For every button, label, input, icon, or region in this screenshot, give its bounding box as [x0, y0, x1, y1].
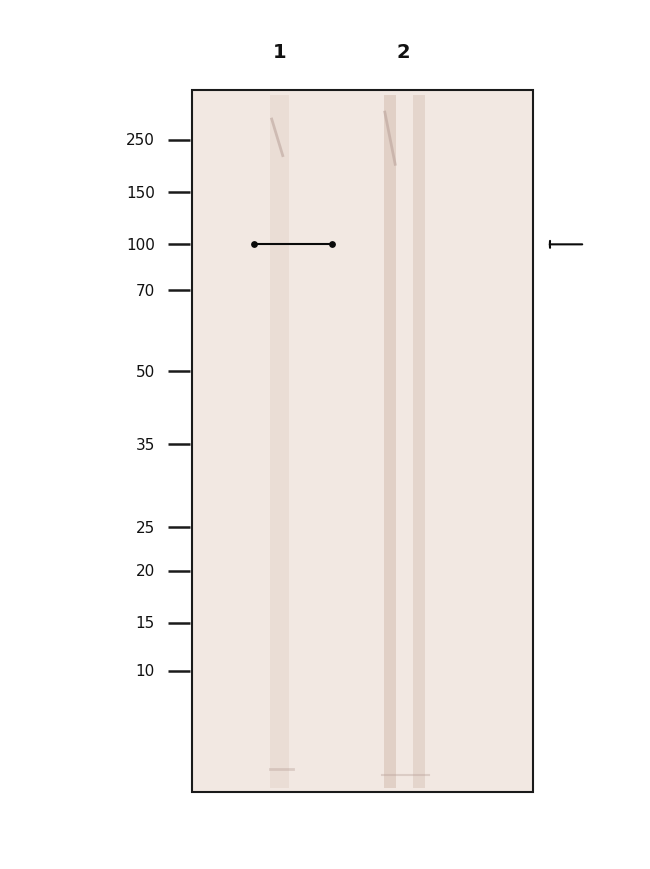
- Bar: [413, 96, 425, 788]
- Text: 50: 50: [135, 364, 155, 380]
- Text: 1: 1: [273, 43, 286, 62]
- Text: 25: 25: [135, 520, 155, 535]
- Text: 2: 2: [396, 43, 410, 62]
- Text: 70: 70: [135, 283, 155, 299]
- Bar: [384, 96, 396, 788]
- Text: 150: 150: [126, 185, 155, 201]
- Point: [248, 238, 259, 252]
- Point: [326, 238, 337, 252]
- Text: 10: 10: [135, 663, 155, 679]
- Text: 250: 250: [126, 133, 155, 149]
- Text: 100: 100: [126, 237, 155, 253]
- Bar: [192, 91, 533, 793]
- Text: 35: 35: [135, 437, 155, 453]
- Text: 20: 20: [135, 563, 155, 579]
- Bar: [270, 96, 289, 788]
- Text: 15: 15: [135, 615, 155, 631]
